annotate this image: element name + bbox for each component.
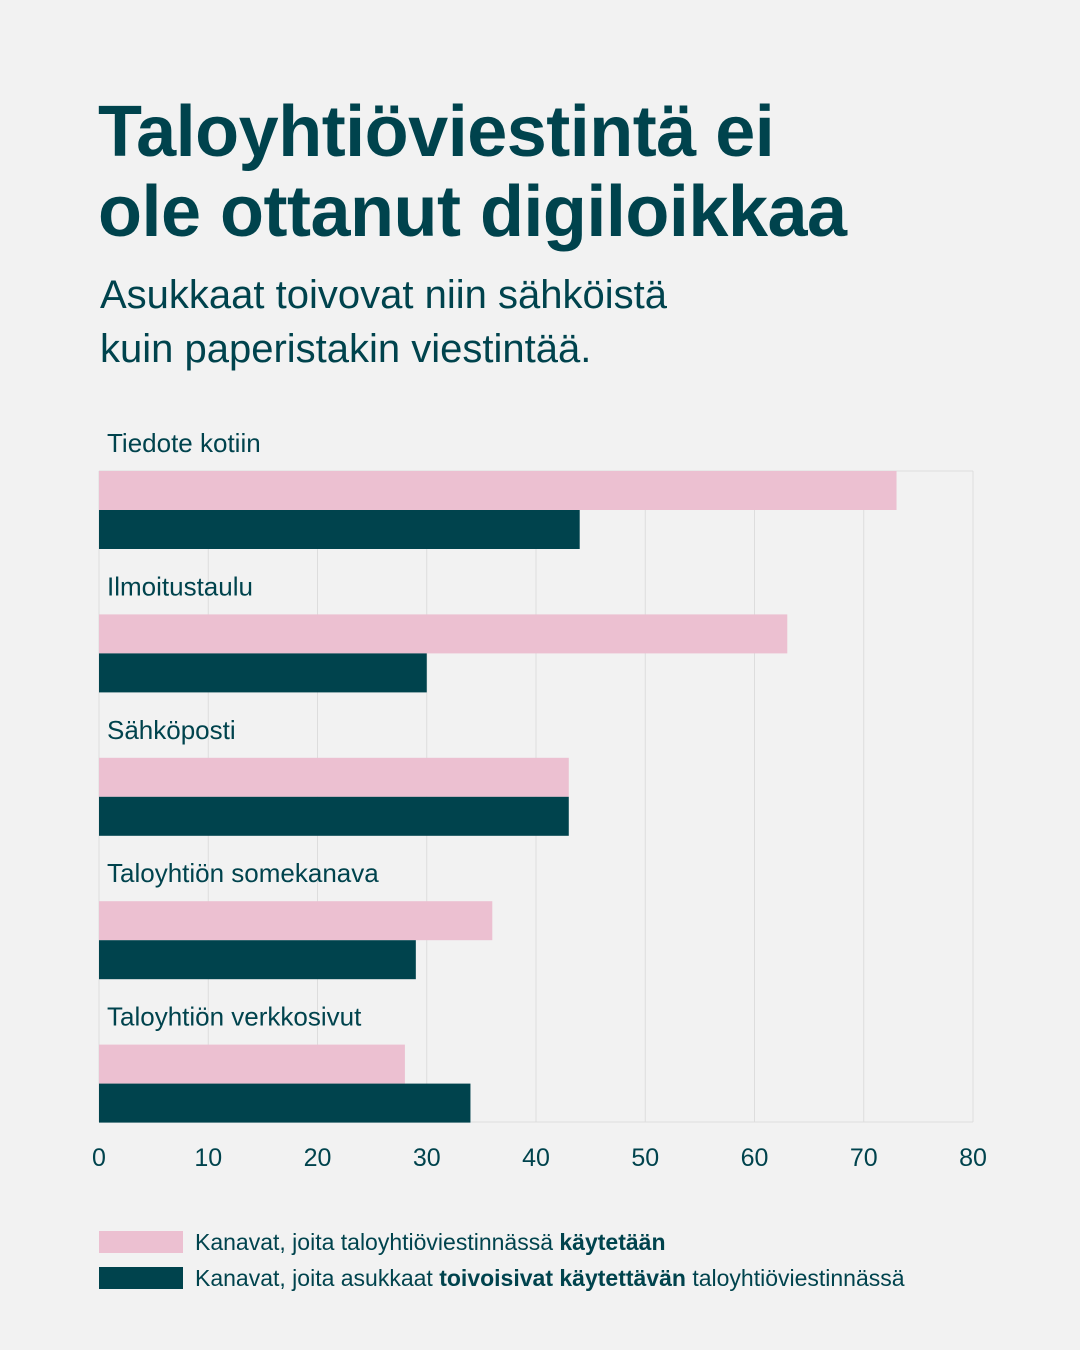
category-labels: Tiedote kotiin Ilmoitustaulu Sähköposti Tal… — [107, 428, 379, 1032]
x-tick-label: 0 — [92, 1144, 106, 1172]
legend: Kanavat, joita taloyhtiöviestinnässä käy… — [99, 1226, 1059, 1298]
subtitle-line-2: kuin paperistakin viestintää. — [100, 327, 592, 371]
subtitle-line-1: Asukkaat toivovat niin sähköistä — [100, 273, 667, 317]
category-label: Ilmoitustaulu — [107, 571, 253, 601]
x-tick-label: 40 — [522, 1144, 550, 1172]
category-label: Taloyhtiön somekanava — [107, 858, 379, 888]
category-label: Taloyhtiön verkkosivut — [107, 1002, 362, 1032]
legend-item-used: Kanavat, joita taloyhtiöviestinnässä käy… — [99, 1226, 1059, 1258]
bar-wished — [99, 940, 416, 980]
legend-swatch-wished — [99, 1267, 183, 1289]
bars — [99, 471, 897, 1123]
x-axis-ticks: 0 10 20 30 40 50 60 70 80 — [92, 1144, 987, 1172]
bar-used — [99, 1044, 405, 1084]
category-label: Tiedote kotiin — [107, 428, 261, 458]
bar-wished — [99, 510, 580, 549]
x-tick-label: 30 — [413, 1144, 441, 1172]
x-tick-label: 60 — [741, 1144, 769, 1172]
bar-used — [99, 614, 788, 654]
legend-label-used: Kanavat, joita taloyhtiöviestinnässä käy… — [195, 1228, 666, 1255]
bar-wished — [99, 1083, 471, 1123]
category-label: Sähköposti — [107, 715, 236, 745]
page-subtitle: Asukkaat toivovat niin sähköistä kuin pa… — [100, 268, 1000, 376]
x-tick-label: 50 — [631, 1144, 659, 1172]
bar-wished — [99, 796, 569, 836]
bar-chart: Tiedote kotiin Ilmoitustaulu Sähköposti Tal… — [92, 428, 987, 1172]
bar-used — [99, 757, 569, 797]
bar-used — [99, 471, 897, 510]
x-tick-label: 80 — [959, 1144, 987, 1172]
legend-swatch-used — [99, 1231, 183, 1253]
title-line-1: Taloyhtiöviestintä ei — [98, 92, 775, 172]
legend-item-wished: Kanavat, joita asukkaat toivoisivat käyt… — [99, 1262, 1059, 1294]
bar-used — [99, 901, 493, 941]
legend-label-wished: Kanavat, joita asukkaat toivoisivat käyt… — [195, 1264, 905, 1291]
x-tick-label: 10 — [194, 1144, 222, 1172]
page-title: Taloyhtiöviestintä ei ole ottanut digilo… — [98, 92, 1038, 252]
x-tick-label: 70 — [850, 1144, 878, 1172]
bar-wished — [99, 653, 427, 693]
title-line-2: ole ottanut digiloikkaa — [98, 172, 847, 252]
x-tick-label: 20 — [304, 1144, 332, 1172]
